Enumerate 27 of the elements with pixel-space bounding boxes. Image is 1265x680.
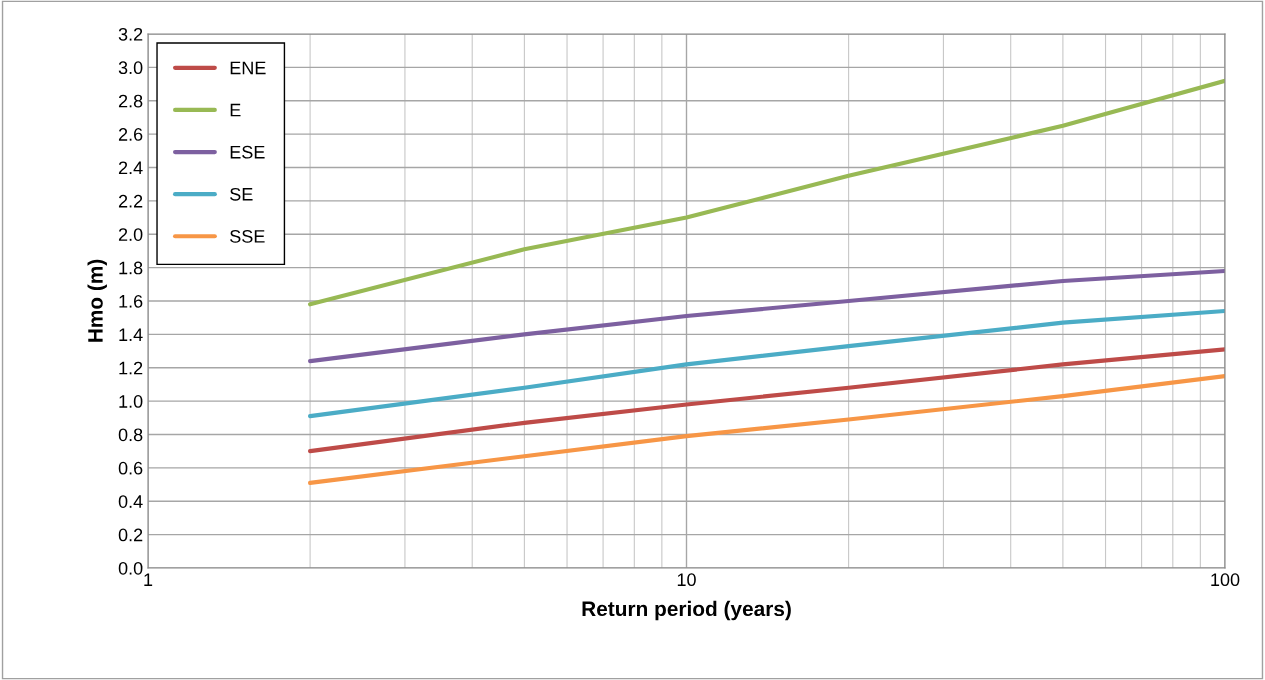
y-tick-label: 2.2 [118, 194, 143, 208]
y-tick-label: 1.6 [119, 294, 143, 308]
y-tick-label: 1.4 [119, 328, 143, 341]
y-tick-label: 0.0 [118, 561, 143, 575]
y-tick-label: 2.8 [118, 94, 143, 108]
x-tick-label: 10 [677, 573, 696, 587]
y-tick-label: 1.2 [119, 361, 143, 375]
y-tick-label: 1.8 [119, 261, 143, 275]
y-tick-label: 1.0 [119, 395, 143, 408]
legend-label: ESE [230, 145, 265, 159]
legend-label: SE [230, 187, 253, 201]
legend-label: SSE [230, 230, 265, 243]
y-tick-label: 0.8 [118, 428, 143, 442]
x-tick-label: 1 [144, 573, 153, 586]
x-tick-label: 100 [1211, 573, 1240, 587]
y-tick-label: 2.0 [118, 228, 143, 241]
y-tick-label: 2.6 [118, 128, 143, 141]
y-axis-title: Hmo (m) [87, 259, 107, 342]
y-tick-label: 0.2 [118, 528, 143, 542]
y-tick-label: 2.4 [118, 161, 143, 175]
x-axis-title: Return period (years) [582, 600, 791, 621]
y-tick-label: 0.6 [118, 461, 143, 475]
legend-label: E [230, 103, 241, 117]
y-tick-label: 3.2 [118, 27, 143, 41]
legend-label: ENE [230, 61, 266, 75]
y-tick-label: 0.4 [118, 495, 143, 508]
y-tick-label: 3.0 [118, 61, 143, 75]
